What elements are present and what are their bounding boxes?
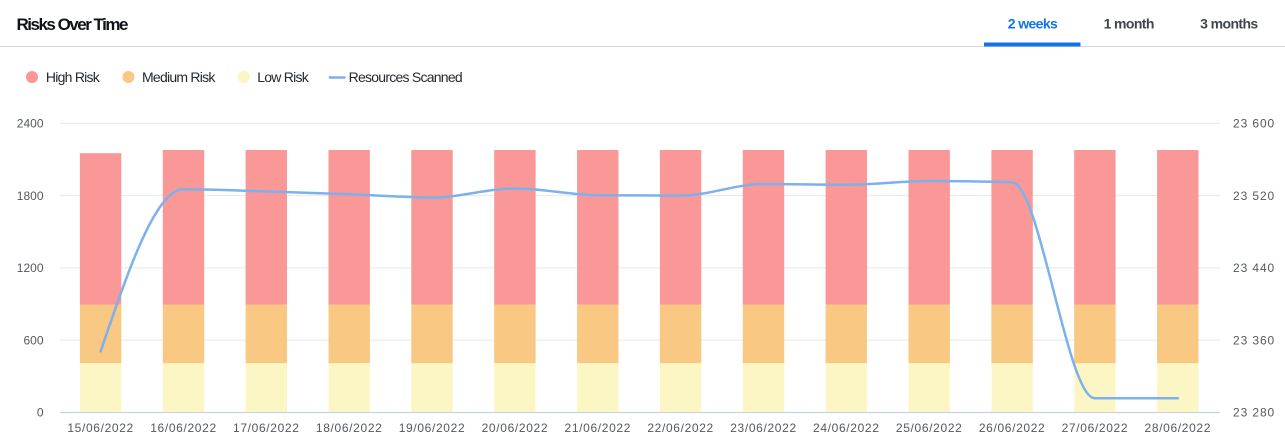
svg-text:27/06/2022: 27/06/2022 [1062,421,1129,435]
svg-text:3 months: 3 months [1200,16,1258,32]
svg-text:22/06/2022: 22/06/2022 [647,421,714,435]
svg-text:Risks Over Time: Risks Over Time [17,15,128,34]
svg-text:18/06/2022: 18/06/2022 [316,421,383,435]
svg-text:21/06/2022: 21/06/2022 [565,421,632,435]
svg-text:1 month: 1 month [1104,16,1154,32]
svg-text:23 440: 23 440 [1233,261,1275,275]
svg-text:23/06/2022: 23/06/2022 [730,421,797,435]
svg-text:23 280: 23 280 [1233,406,1275,420]
svg-text:23 360: 23 360 [1233,333,1275,347]
svg-text:24/06/2022: 24/06/2022 [813,421,880,435]
svg-text:16/06/2022: 16/06/2022 [150,421,217,435]
svg-text:Medium Risk: Medium Risk [142,69,216,85]
svg-text:Resources Scanned: Resources Scanned [349,69,462,85]
svg-text:20/06/2022: 20/06/2022 [482,421,549,435]
svg-text:2400: 2400 [17,117,44,131]
svg-text:15/06/2022: 15/06/2022 [67,421,134,435]
svg-text:19/06/2022: 19/06/2022 [399,421,466,435]
svg-text:28/06/2022: 28/06/2022 [1145,421,1212,435]
svg-text:1800: 1800 [17,189,44,203]
svg-text:26/06/2022: 26/06/2022 [979,421,1046,435]
svg-text:2 weeks: 2 weeks [1008,16,1058,32]
svg-text:1200: 1200 [17,261,44,275]
svg-text:0: 0 [37,406,44,420]
svg-text:600: 600 [23,333,43,347]
svg-text:Low Risk: Low Risk [257,69,310,85]
svg-text:17/06/2022: 17/06/2022 [233,421,300,435]
svg-text:23 600: 23 600 [1233,117,1275,131]
svg-text:23 520: 23 520 [1233,189,1275,203]
svg-text:25/06/2022: 25/06/2022 [896,421,963,435]
svg-text:High Risk: High Risk [46,69,101,85]
